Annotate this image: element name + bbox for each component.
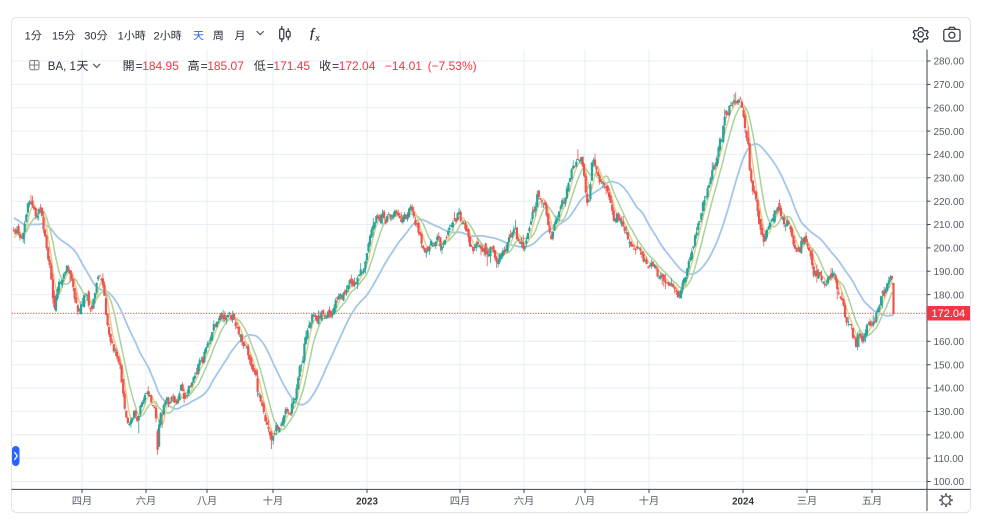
svg-text:2023: 2023 [356, 496, 378, 507]
svg-text:140.00: 140.00 [934, 384, 965, 395]
svg-text:210.00: 210.00 [934, 220, 965, 231]
svg-text:120.00: 120.00 [934, 431, 965, 442]
svg-text:200.00: 200.00 [934, 244, 965, 255]
svg-text:185.07: 185.07 [207, 59, 244, 73]
svg-text:260.00: 260.00 [934, 103, 965, 114]
svg-text:110.00: 110.00 [934, 454, 964, 465]
svg-text:BA, 1: BA, 1 [48, 61, 76, 73]
svg-text:280.00: 280.00 [934, 57, 965, 68]
svg-text:172.04: 172.04 [932, 308, 966, 320]
svg-text:=: = [136, 59, 143, 73]
svg-text:220.00: 220.00 [934, 197, 965, 208]
svg-text:1: 1 [118, 30, 124, 42]
svg-text:=: = [267, 59, 274, 73]
svg-text:270.00: 270.00 [934, 80, 965, 91]
svg-text:172.04: 172.04 [339, 59, 376, 73]
svg-text:2024: 2024 [732, 496, 754, 507]
svg-text:=: = [332, 59, 339, 73]
svg-text:160.00: 160.00 [934, 337, 965, 348]
svg-text:30: 30 [84, 30, 96, 42]
svg-text:184.95: 184.95 [142, 59, 179, 73]
svg-text:1: 1 [25, 30, 31, 42]
svg-text:190.00: 190.00 [934, 267, 965, 278]
svg-text:150.00: 150.00 [934, 360, 965, 371]
svg-text:15: 15 [52, 30, 64, 42]
svg-text:(−7.53%): (−7.53%) [428, 59, 477, 73]
svg-text:171.45: 171.45 [273, 59, 310, 73]
svg-text:=: = [201, 59, 208, 73]
svg-text:250.00: 250.00 [934, 127, 965, 138]
svg-text:230.00: 230.00 [934, 174, 965, 185]
svg-text:180.00: 180.00 [934, 290, 965, 301]
svg-text:130.00: 130.00 [934, 407, 965, 418]
svg-text:2: 2 [154, 30, 160, 42]
svg-text:100.00: 100.00 [934, 477, 965, 488]
svg-text:−14.01: −14.01 [385, 59, 422, 73]
svg-text:240.00: 240.00 [934, 150, 965, 161]
